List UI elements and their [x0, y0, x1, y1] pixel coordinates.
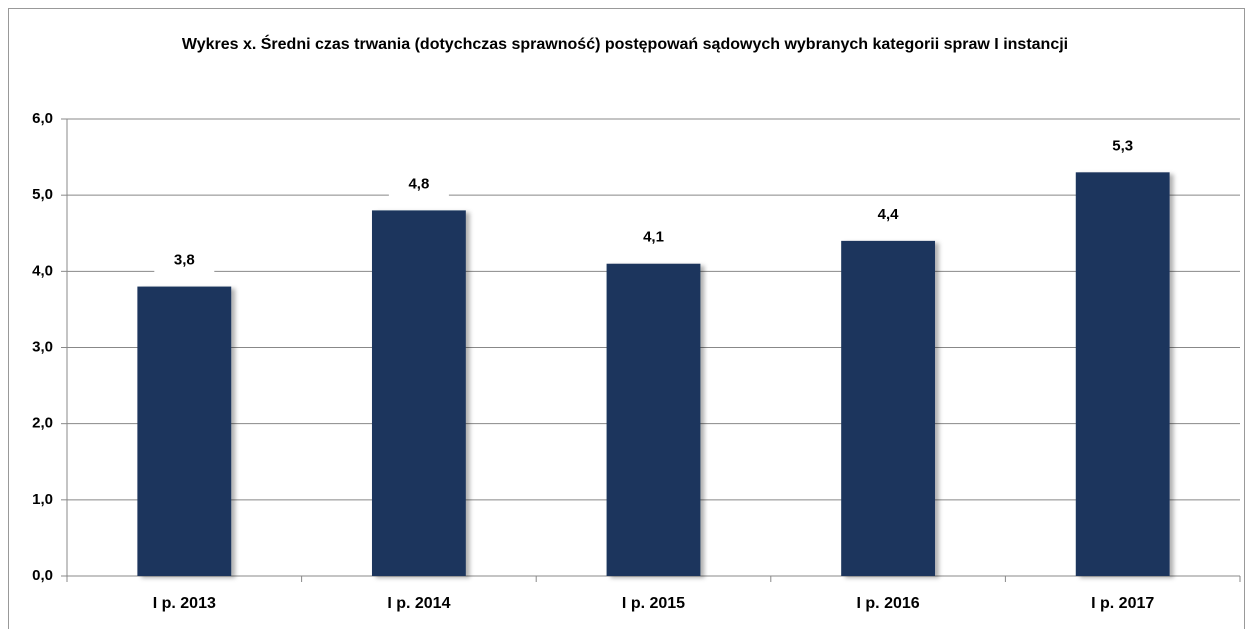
value-label-bg: [388, 172, 449, 197]
chart-border: [8, 8, 1245, 629]
x-tick-label: I p. 2014: [387, 595, 450, 612]
value-label: 3,8: [174, 252, 195, 269]
bar: [1075, 172, 1170, 577]
value-label-bg: [858, 202, 919, 227]
y-tick-label: 1,0: [32, 491, 53, 508]
y-tick-label: 3,0: [32, 338, 53, 355]
bar: [606, 263, 701, 576]
value-label: 4,1: [643, 229, 664, 246]
y-tick-label: 4,0: [32, 262, 53, 279]
y-tick-label: 0,0: [32, 567, 53, 584]
bar: [841, 240, 936, 576]
bar: [137, 286, 232, 576]
value-label: 4,8: [408, 175, 429, 192]
x-tick-label: I p. 2015: [622, 595, 685, 612]
value-label-bg: [1092, 134, 1153, 159]
y-tick-label: 5,0: [32, 186, 53, 203]
x-tick-label: I p. 2013: [153, 595, 216, 612]
value-label-bg: [154, 248, 215, 273]
bar: [371, 210, 466, 576]
x-tick-label: I p. 2017: [1091, 595, 1154, 612]
value-label-bg: [623, 225, 684, 250]
chart-title: Wykres x. Średni czas trwania (dotychcza…: [181, 36, 1069, 53]
y-tick-label: 6,0: [32, 110, 53, 127]
value-label: 4,4: [878, 206, 900, 223]
y-tick-label: 2,0: [32, 415, 53, 432]
x-tick-label: I p. 2016: [857, 595, 920, 612]
value-label: 5,3: [1112, 137, 1133, 154]
